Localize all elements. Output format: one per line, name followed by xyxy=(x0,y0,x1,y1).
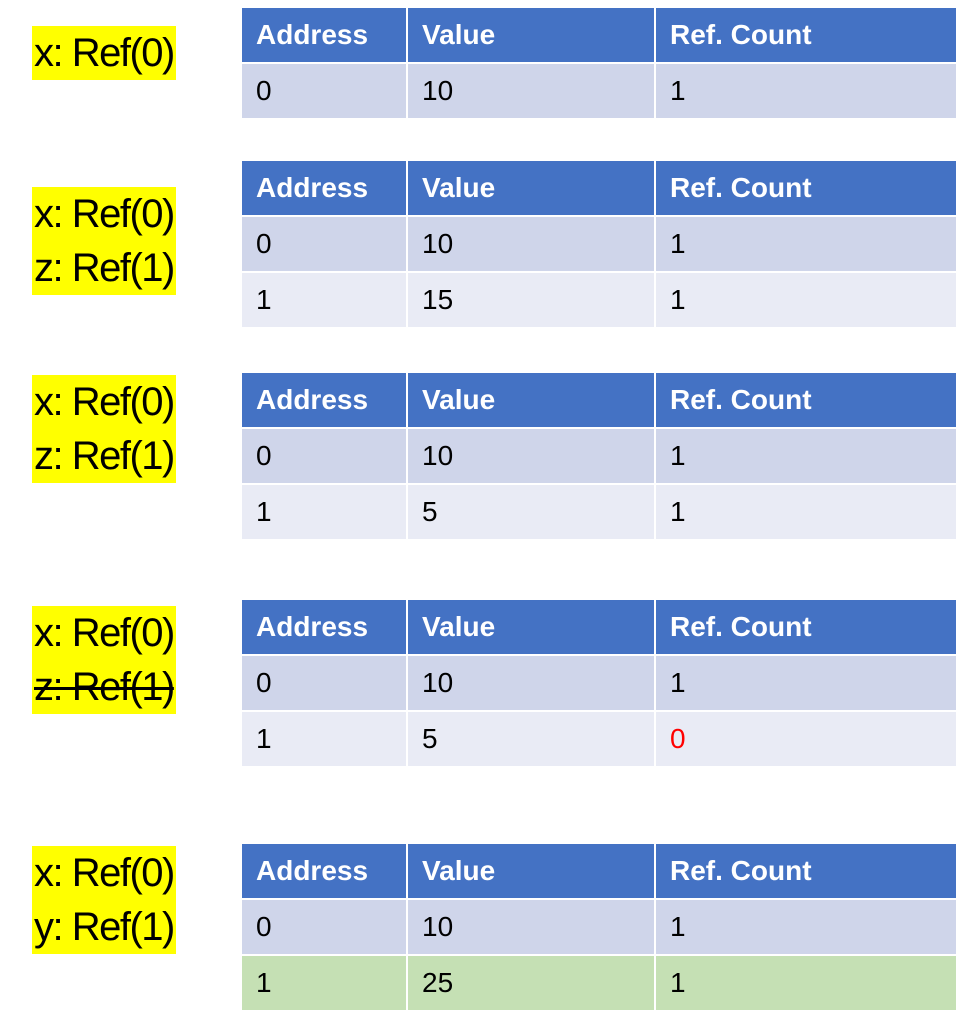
var-label-x: x: Ref(0) xyxy=(32,26,176,80)
col-value: Value xyxy=(406,842,656,900)
var-label-y: y: Ref(1) xyxy=(32,900,176,954)
var-label-x: x: Ref(0) xyxy=(32,606,176,660)
step-1-variables: x: Ref(0) xyxy=(32,26,176,80)
table-row: 1 15 1 xyxy=(240,271,958,329)
cell-value: 10 xyxy=(406,62,656,120)
table-header: Address Value Ref. Count xyxy=(240,6,958,64)
cell-address: 0 xyxy=(240,898,408,956)
cell-address: 1 xyxy=(240,483,408,541)
var-label-x: x: Ref(0) xyxy=(32,375,176,429)
step-2-variables: x: Ref(0) z: Ref(1) xyxy=(32,187,176,295)
step-4-variables: x: Ref(0) z: Ref(1) xyxy=(32,606,176,714)
table-row-new-allocation: 1 25 1 xyxy=(240,954,958,1012)
cell-value: 10 xyxy=(406,898,656,956)
col-refcount: Ref. Count xyxy=(654,598,958,656)
cell-refcount: 1 xyxy=(654,483,958,541)
col-address: Address xyxy=(240,371,408,429)
table-row: 0 10 1 xyxy=(240,427,958,485)
table-header: Address Value Ref. Count xyxy=(240,598,958,656)
col-refcount: Ref. Count xyxy=(654,6,958,64)
cell-refcount: 1 xyxy=(654,62,958,120)
table-row: 0 10 1 xyxy=(240,898,958,956)
step-3-variables: x: Ref(0) z: Ref(1) xyxy=(32,375,176,483)
table-row: 0 10 1 xyxy=(240,62,958,120)
table-row: 1 5 1 xyxy=(240,483,958,541)
step-1-memory-table: Address Value Ref. Count 0 10 1 xyxy=(240,6,958,120)
cell-refcount: 1 xyxy=(654,271,958,329)
col-address: Address xyxy=(240,159,408,217)
cell-value: 15 xyxy=(406,271,656,329)
step-5-variables: x: Ref(0) y: Ref(1) xyxy=(32,846,176,954)
cell-value: 25 xyxy=(406,954,656,1012)
var-label-z-struck: z: Ref(1) xyxy=(32,660,176,714)
cell-address: 0 xyxy=(240,654,408,712)
var-label-x: x: Ref(0) xyxy=(32,846,176,900)
cell-value: 5 xyxy=(406,710,656,768)
cell-address: 0 xyxy=(240,62,408,120)
table-header: Address Value Ref. Count xyxy=(240,842,958,900)
var-label-z: z: Ref(1) xyxy=(32,429,176,483)
col-address: Address xyxy=(240,598,408,656)
cell-address: 1 xyxy=(240,710,408,768)
var-label-z: z: Ref(1) xyxy=(32,241,176,295)
cell-refcount: 1 xyxy=(654,898,958,956)
col-value: Value xyxy=(406,371,656,429)
cell-refcount: 1 xyxy=(654,215,958,273)
table-row: 0 10 1 xyxy=(240,215,958,273)
cell-address: 0 xyxy=(240,427,408,485)
var-label-x: x: Ref(0) xyxy=(32,187,176,241)
cell-refcount: 1 xyxy=(654,654,958,712)
cell-refcount-zero: 0 xyxy=(654,710,958,768)
cell-value: 5 xyxy=(406,483,656,541)
cell-address: 0 xyxy=(240,215,408,273)
col-refcount: Ref. Count xyxy=(654,842,958,900)
step-5-memory-table: Address Value Ref. Count 0 10 1 1 25 1 xyxy=(240,842,958,1012)
cell-refcount: 1 xyxy=(654,427,958,485)
cell-value: 10 xyxy=(406,654,656,712)
col-refcount: Ref. Count xyxy=(654,371,958,429)
step-3-memory-table: Address Value Ref. Count 0 10 1 1 5 1 xyxy=(240,371,958,541)
cell-value: 10 xyxy=(406,215,656,273)
cell-address: 1 xyxy=(240,271,408,329)
step-4-memory-table: Address Value Ref. Count 0 10 1 1 5 0 xyxy=(240,598,958,768)
col-address: Address xyxy=(240,6,408,64)
table-header: Address Value Ref. Count xyxy=(240,371,958,429)
col-value: Value xyxy=(406,6,656,64)
table-header: Address Value Ref. Count xyxy=(240,159,958,217)
col-value: Value xyxy=(406,598,656,656)
cell-address: 1 xyxy=(240,954,408,1012)
col-value: Value xyxy=(406,159,656,217)
table-row: 1 5 0 xyxy=(240,710,958,768)
col-address: Address xyxy=(240,842,408,900)
col-refcount: Ref. Count xyxy=(654,159,958,217)
cell-value: 10 xyxy=(406,427,656,485)
table-row: 0 10 1 xyxy=(240,654,958,712)
step-2-memory-table: Address Value Ref. Count 0 10 1 1 15 1 xyxy=(240,159,958,329)
cell-refcount: 1 xyxy=(654,954,958,1012)
